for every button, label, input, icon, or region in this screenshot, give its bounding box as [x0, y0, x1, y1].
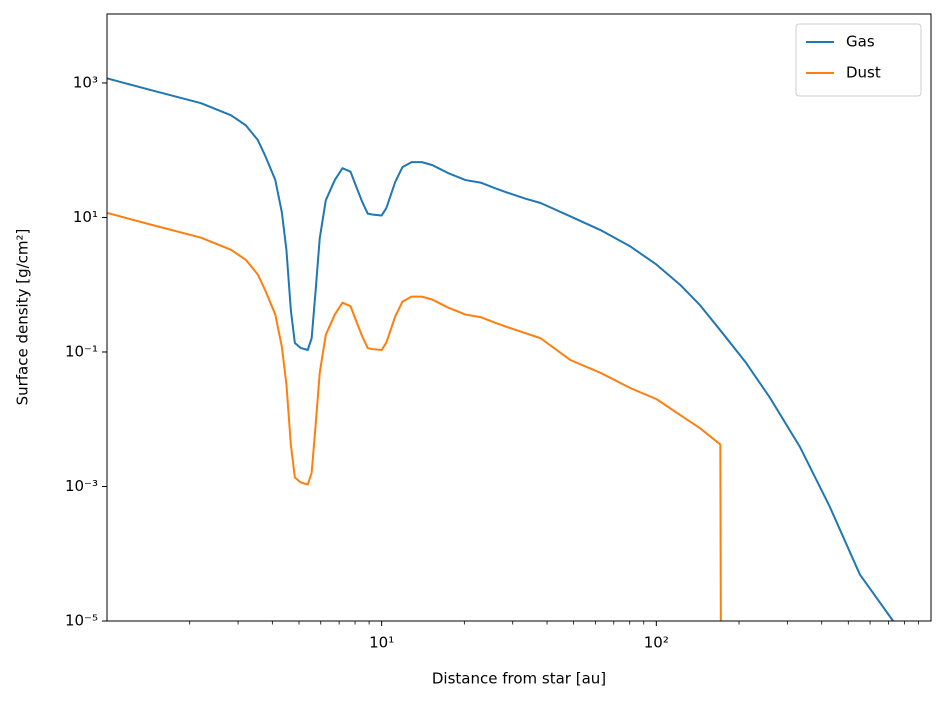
plot-area — [107, 77, 894, 621]
x-tick-label: 10¹ — [369, 634, 394, 652]
y-tick-label: 10³ — [73, 73, 98, 91]
legend-label: Dust — [846, 64, 881, 82]
x-tick-label: 10² — [644, 634, 669, 652]
x-axis-label: Distance from star [au] — [432, 670, 606, 688]
data-line — [107, 211, 722, 621]
plot-frame — [106, 13, 932, 622]
y-tick-label: 10¹ — [73, 208, 98, 226]
y-axis-label: Surface density [g/cm²] — [14, 229, 32, 406]
legend-label: Gas — [846, 33, 875, 51]
y-tick-label: 10⁻⁵ — [65, 612, 98, 630]
y-tick-label: 10⁻³ — [65, 477, 98, 495]
data-line — [107, 77, 894, 621]
y-tick-label: 10⁻¹ — [65, 342, 98, 360]
